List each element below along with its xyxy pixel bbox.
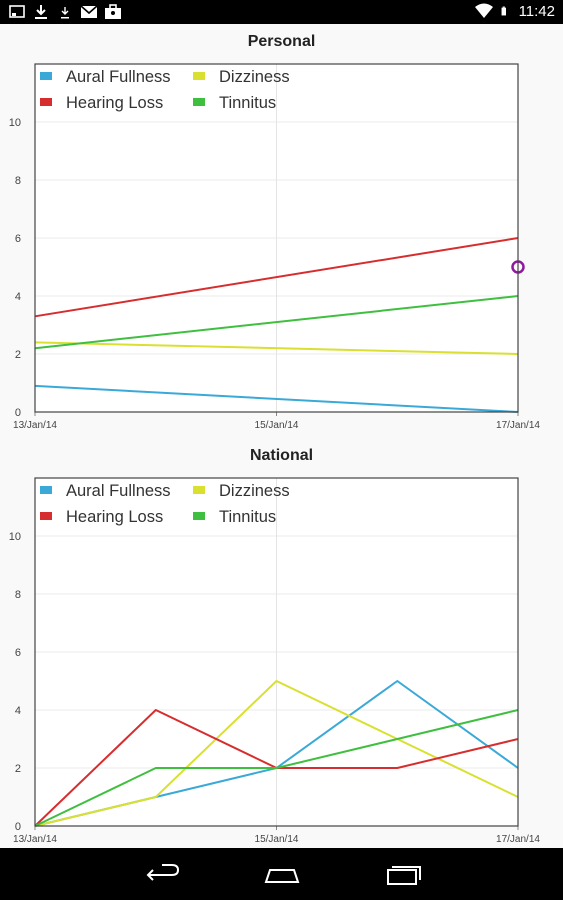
wifi-icon — [474, 3, 493, 18]
status-bar: 11:42 — [0, 0, 563, 24]
series-line-hearing-loss — [34, 237, 519, 318]
legend-swatch — [40, 72, 52, 80]
legend-label: Aural Fullness — [66, 68, 171, 86]
y-tick-label: 4 — [15, 705, 21, 717]
x-tick-label: 15/Jan/14 — [255, 420, 299, 431]
x-tick-label: 17/Jan/14 — [496, 834, 540, 845]
legend-label: Dizziness — [219, 482, 290, 500]
legend-swatch — [193, 98, 205, 106]
recents-icon — [387, 869, 417, 885]
series-line-aural-fullness — [34, 384, 519, 413]
x-tick-label: 15/Jan/14 — [255, 834, 299, 845]
download-icon — [61, 7, 69, 19]
chart-title-national: National — [249, 447, 314, 464]
navigation-bar — [0, 848, 563, 900]
y-tick-label: 10 — [9, 117, 21, 129]
chart-title-personal: Personal — [247, 33, 316, 50]
y-tick-label: 6 — [15, 647, 21, 659]
legend-label: Hearing Loss — [66, 508, 163, 526]
y-tick-label: 2 — [15, 763, 21, 775]
national-chart[interactable]: 0 2 4 6 8 10 13/Jan/14 15/Jan/14 17/Jan/14 Aural … — [0, 470, 563, 850]
legend-swatch — [40, 512, 52, 520]
briefcase-icon — [105, 4, 121, 19]
personal-chart[interactable]: 0 2 4 6 8 10 13/Jan/14 15/Jan/14 17/Jan/14 Aural … — [0, 56, 563, 436]
battery-icon — [501, 6, 506, 16]
y-tick-label: 0 — [15, 407, 21, 419]
y-tick-label: 0 — [15, 821, 21, 833]
download-icon — [35, 5, 47, 19]
gmail-icon — [80, 5, 98, 18]
legend-label: Aural Fullness — [66, 482, 171, 500]
y-tick-label: 8 — [15, 175, 21, 187]
plot-frame — [34, 477, 519, 827]
legend-swatch — [40, 98, 52, 106]
legend-swatch — [193, 512, 205, 520]
legend-label: Tinnitus — [219, 508, 276, 526]
legend-swatch — [193, 72, 205, 80]
x-tick-label: 13/Jan/14 — [13, 834, 57, 845]
legend-label: Tinnitus — [219, 94, 276, 112]
clock: 11:42 — [518, 2, 555, 20]
y-tick-label: 10 — [9, 531, 21, 543]
legend-swatch — [40, 486, 52, 494]
y-tick-label: 4 — [15, 291, 21, 303]
legend-label: Hearing Loss — [66, 94, 163, 112]
system-status: 11:42 — [474, 2, 555, 20]
series-line-dizziness — [34, 341, 519, 355]
legend-swatch — [193, 486, 205, 494]
recents-button[interactable] — [382, 862, 422, 888]
back-button[interactable] — [142, 862, 182, 888]
home-button[interactable] — [262, 862, 302, 888]
x-tick-label: 13/Jan/14 — [13, 420, 57, 431]
plot-frame — [34, 63, 519, 413]
series-line-tinnitus — [34, 295, 519, 350]
y-tick-label: 8 — [15, 589, 21, 601]
x-tick-label: 17/Jan/14 — [496, 420, 540, 431]
home-icon — [264, 869, 300, 883]
series-line-tinnitus — [34, 709, 519, 827]
back-icon — [148, 864, 180, 876]
screenshot-icon — [9, 5, 25, 18]
chart-screen: Personal 0 2 4 6 8 10 13/Jan/14 15/Jan/14 17/Jan… — [0, 24, 563, 848]
legend-label: Dizziness — [219, 68, 290, 86]
y-tick-label: 6 — [15, 233, 21, 245]
y-tick-label: 2 — [15, 349, 21, 361]
notification-icons — [8, 3, 122, 21]
